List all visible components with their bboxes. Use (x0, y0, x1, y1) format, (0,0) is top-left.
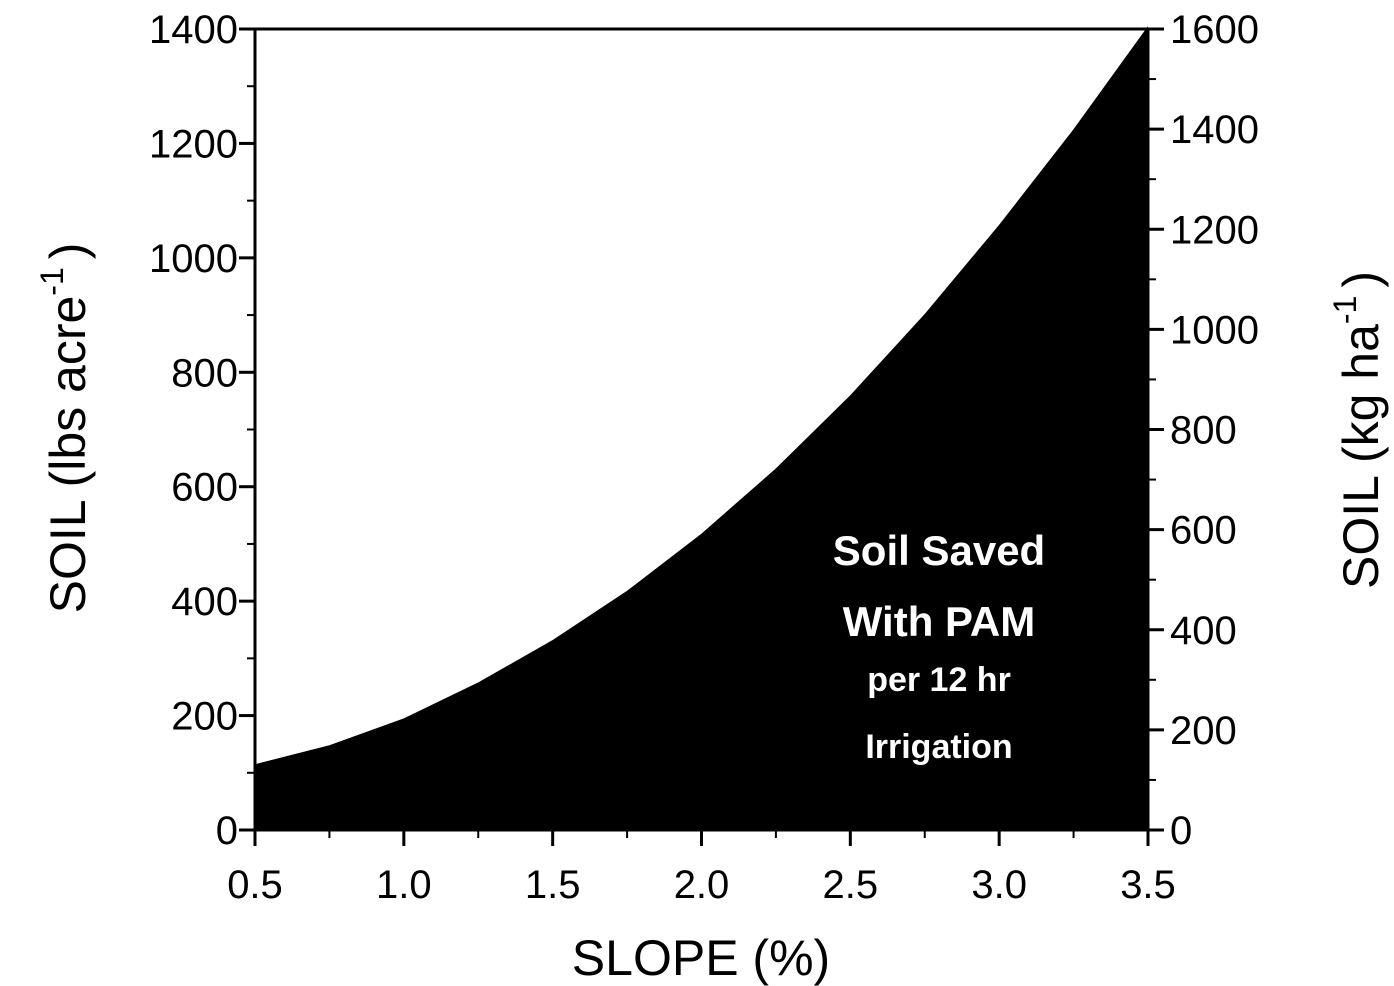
left-y-axis-title-close: ) (40, 243, 96, 260)
annotation: Soil Saved With PAM per 12 hr Irrigation (833, 527, 1045, 766)
left-y-axis-title: SOIL (lbs acre-1) (34, 243, 96, 614)
right-y-tick-label: 1600 (1170, 8, 1259, 52)
right-y-axis-title: SOIL (kg ha-1) (1327, 271, 1389, 589)
right-y-tick-label: 600 (1170, 509, 1237, 553)
x-axis-title: SLOPE (%) (572, 930, 830, 986)
left-y-tick-label: 600 (171, 466, 238, 510)
x-axis-ticks: 0.5 1.0 1.5 2.0 2.5 3.0 3.5 (227, 830, 1176, 907)
right-y-axis-ticks: 0 200 400 600 800 1000 1200 1400 1600 (1148, 8, 1259, 853)
x-tick-label: 2.0 (674, 863, 730, 907)
right-y-axis-title-sup: -1 (1327, 296, 1363, 324)
left-y-tick-label: 1000 (149, 237, 238, 281)
annotation-line-3: per 12 hr (867, 661, 1011, 699)
area-series-soil-saved (255, 26, 1148, 831)
left-y-tick-label: 200 (171, 695, 238, 739)
x-tick-label: 1.0 (376, 863, 432, 907)
left-y-axis-ticks: 0 200 400 600 800 1000 1200 1400 (149, 8, 255, 853)
left-y-tick-label: 0 (216, 809, 238, 853)
x-tick-label: 0.5 (227, 863, 283, 907)
x-tick-label: 2.5 (823, 863, 879, 907)
annotation-line-2: With PAM (843, 598, 1035, 645)
left-y-tick-label: 800 (171, 351, 238, 395)
x-tick-label: 3.5 (1120, 863, 1176, 907)
annotation-line-1: Soil Saved (833, 527, 1045, 574)
left-y-axis-title-main: SOIL (lbs acre (40, 296, 96, 614)
right-y-axis-title-main: SOIL (kg ha (1333, 324, 1389, 589)
x-tick-label: 3.0 (971, 863, 1027, 907)
right-y-tick-label: 200 (1170, 709, 1237, 753)
annotation-line-4: Irrigation (865, 728, 1012, 766)
right-y-tick-label: 1400 (1170, 108, 1259, 152)
left-y-tick-label: 1400 (149, 8, 238, 52)
left-y-tick-label: 1200 (149, 122, 238, 166)
right-y-tick-label: 400 (1170, 609, 1237, 653)
right-y-axis-title-close: ) (1333, 271, 1389, 288)
right-y-tick-label: 800 (1170, 409, 1237, 453)
right-y-tick-label: 1000 (1170, 308, 1259, 352)
right-y-tick-label: 1200 (1170, 208, 1259, 252)
left-y-axis-title-sup: -1 (34, 267, 70, 295)
right-y-tick-label: 0 (1170, 809, 1192, 853)
left-y-tick-label: 400 (171, 580, 238, 624)
x-tick-label: 1.5 (525, 863, 581, 907)
